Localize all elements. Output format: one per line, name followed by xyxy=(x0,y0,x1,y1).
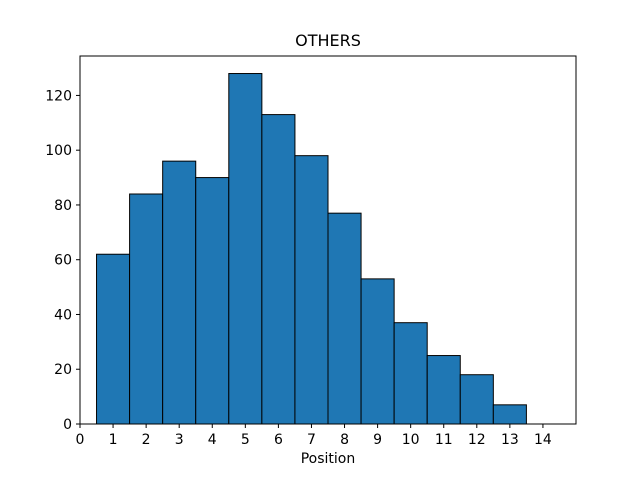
y-tick-label: 40 xyxy=(54,307,72,323)
bar xyxy=(228,73,263,425)
x-tick-label: 8 xyxy=(340,432,349,448)
x-tick-label: 10 xyxy=(402,432,420,448)
bar xyxy=(162,160,197,425)
x-tick-label: 1 xyxy=(109,432,118,448)
bar xyxy=(426,355,461,425)
x-tick-label: 12 xyxy=(468,432,486,448)
x-tick-label: 7 xyxy=(307,432,316,448)
y-tick-label: 20 xyxy=(54,362,72,378)
ticks-layer xyxy=(76,94,544,428)
x-tick-label: 2 xyxy=(142,432,151,448)
bar xyxy=(459,374,494,425)
bar xyxy=(393,322,428,425)
bar xyxy=(261,114,296,425)
x-tick-label: 13 xyxy=(501,432,519,448)
x-tick-label: 5 xyxy=(241,432,250,448)
x-tick-label: 6 xyxy=(274,432,283,448)
x-tick-label: 3 xyxy=(175,432,184,448)
x-tick-label: 0 xyxy=(76,432,85,448)
bar xyxy=(294,155,329,425)
x-tick-label: 11 xyxy=(435,432,453,448)
bars-layer xyxy=(96,73,527,425)
y-tick-label: 80 xyxy=(54,198,72,214)
bar xyxy=(195,177,230,425)
y-tick-label: 120 xyxy=(45,88,72,104)
x-axis-label: Position xyxy=(301,451,356,467)
chart-title: OTHERS xyxy=(295,31,361,50)
axes-layer xyxy=(79,55,577,425)
y-tick-label: 60 xyxy=(54,253,72,269)
x-tick-label: 14 xyxy=(534,432,552,448)
y-tick-label: 100 xyxy=(45,143,72,159)
bar xyxy=(96,253,131,425)
x-tick-label: 4 xyxy=(208,432,217,448)
x-tick-label: 9 xyxy=(373,432,382,448)
bar xyxy=(360,278,395,425)
bar xyxy=(492,404,527,425)
bar xyxy=(129,193,164,425)
bar xyxy=(327,212,362,425)
axes-frame xyxy=(79,55,577,425)
y-tick-label: 0 xyxy=(63,417,72,433)
